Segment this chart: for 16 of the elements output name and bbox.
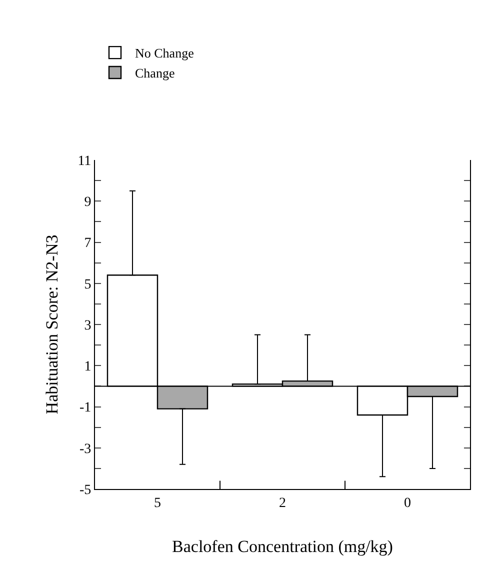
- y-tick-label: 1: [84, 360, 92, 375]
- y-tick-label: 3: [84, 318, 92, 334]
- y-tick-label: 7: [84, 236, 92, 252]
- y-tick-label: 11: [78, 154, 92, 169]
- y-tick-label: 5: [84, 277, 92, 292]
- x-tick-label: 2: [279, 496, 286, 511]
- y-axis-title: Habituation Score: N2-N3: [42, 234, 62, 414]
- x-axis-title: Baclofen Concentration (mg/kg): [172, 537, 393, 556]
- y-tick-label: -1: [80, 400, 92, 416]
- y-tick-label: -3: [80, 442, 92, 457]
- y-tick-label: 9: [84, 195, 92, 210]
- x-tick-label: 5: [154, 496, 161, 511]
- legend-label: Change: [135, 66, 175, 81]
- x-tick-label: 0: [404, 496, 411, 511]
- legend-label: No Change: [135, 46, 194, 61]
- y-tick-label: -5: [80, 482, 92, 498]
